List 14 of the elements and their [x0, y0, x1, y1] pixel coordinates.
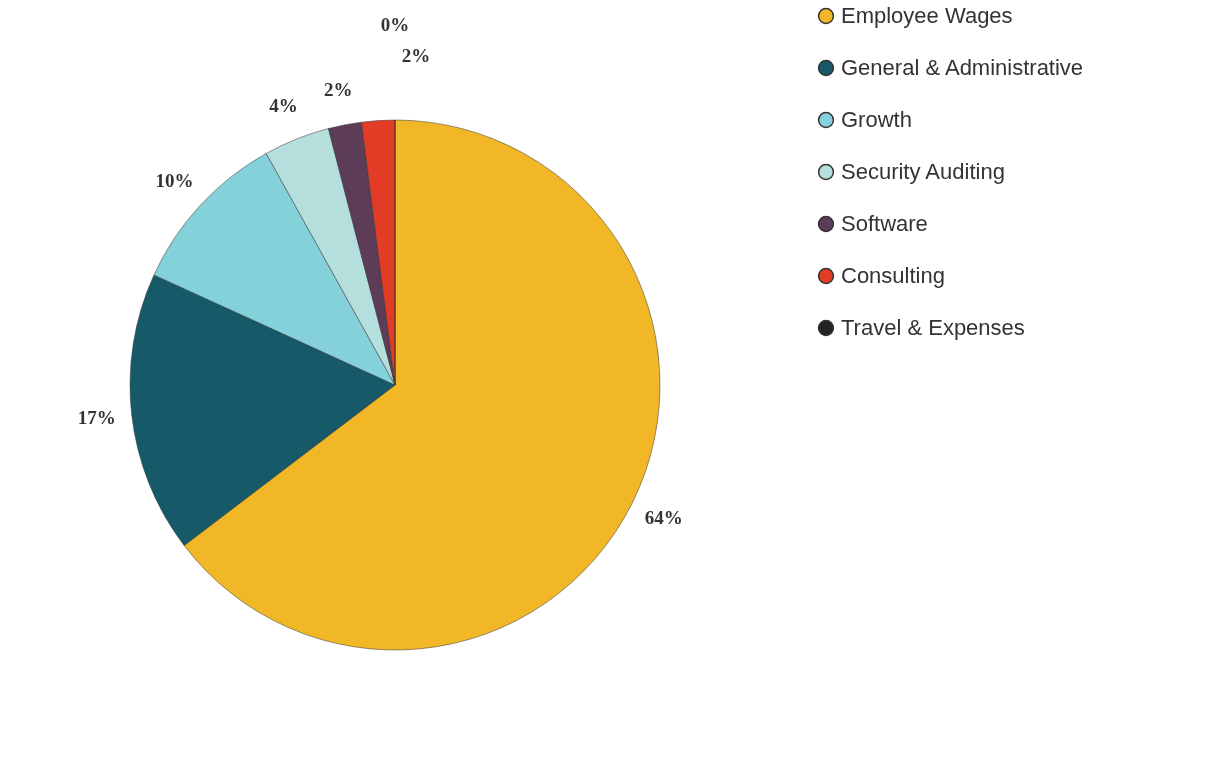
data-label: 2%	[401, 44, 431, 66]
legend-label: Software	[841, 211, 928, 236]
data-label: 2%	[323, 79, 353, 101]
data-label: 17%	[77, 407, 116, 429]
legend-label: Employee Wages	[841, 3, 1013, 28]
legend-label: Travel & Expenses	[841, 315, 1025, 340]
data-label: 4%	[269, 95, 298, 117]
data-label: 10%	[155, 170, 194, 192]
text: 0%	[380, 14, 410, 35]
data-label: 64%	[644, 507, 683, 529]
legend-label: General & Administrative	[841, 55, 1084, 80]
legend-label: Growth	[841, 107, 912, 132]
legend-label: Security Auditing	[841, 159, 1005, 184]
legend-label: Consulting	[841, 263, 945, 288]
